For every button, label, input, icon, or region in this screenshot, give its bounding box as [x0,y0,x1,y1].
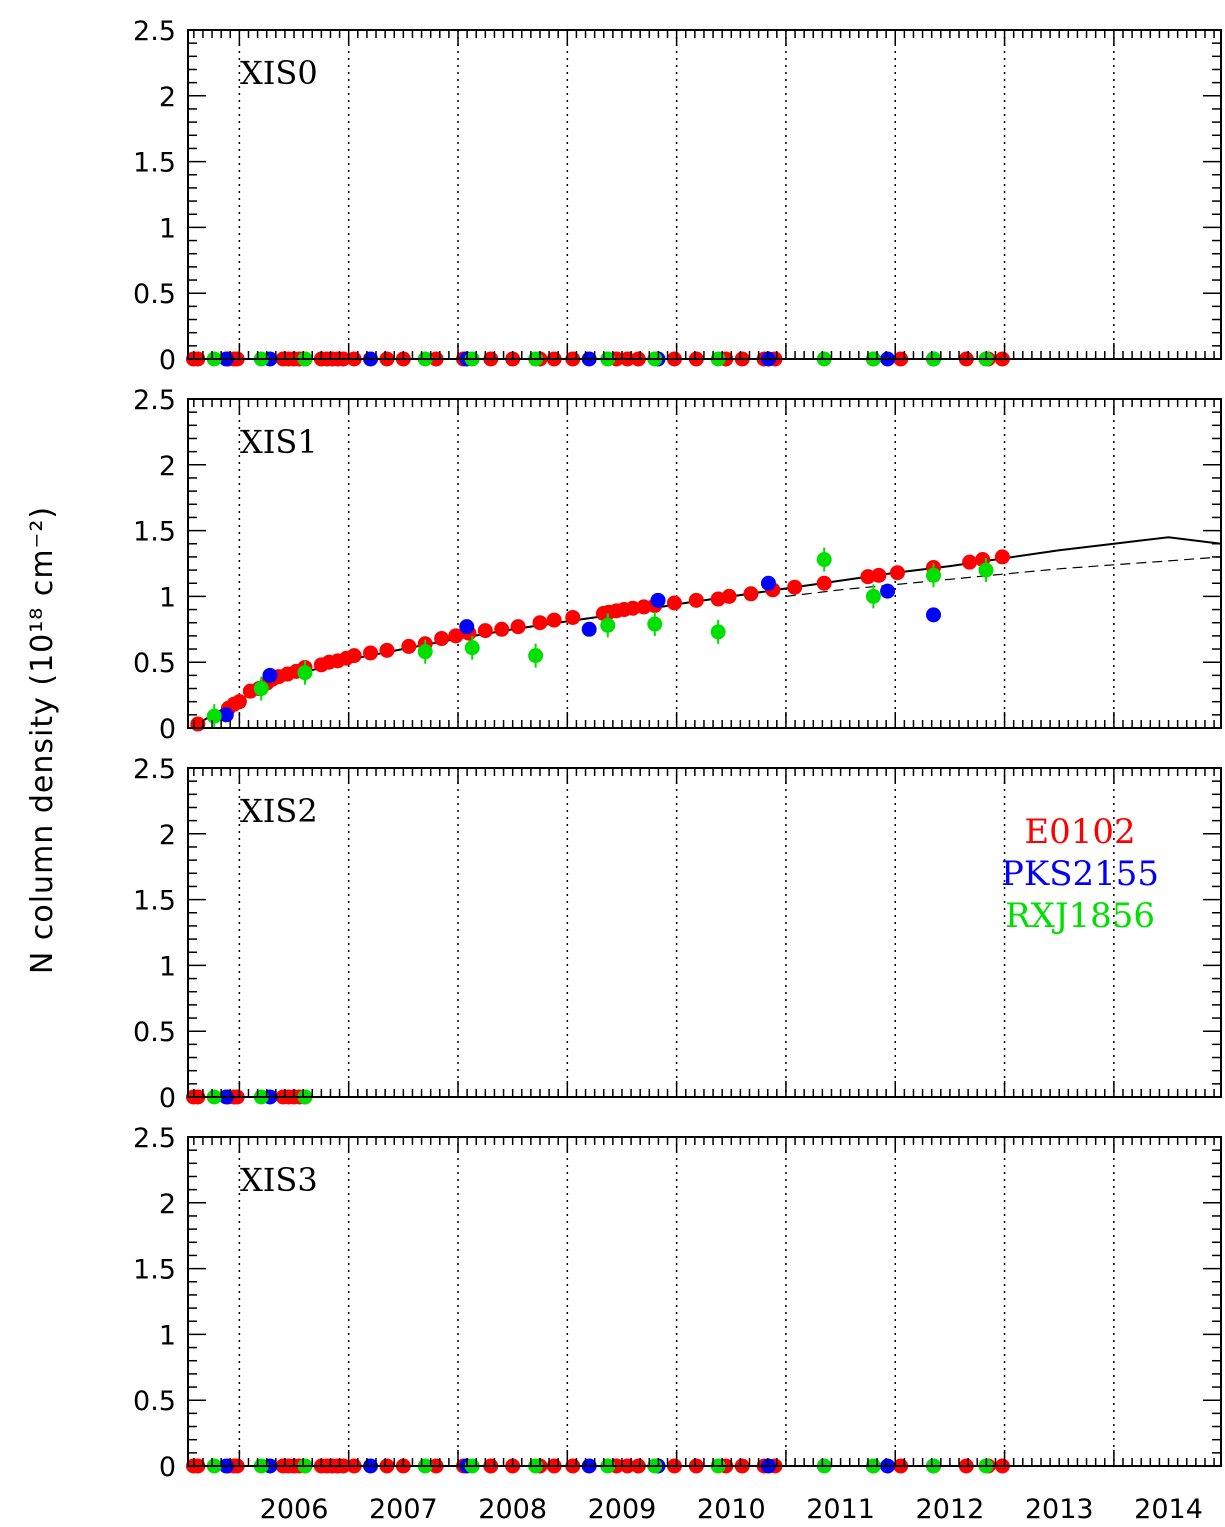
x-tick-label: 2011 [806,1494,875,1525]
data-point-pks2155 [581,621,597,637]
data-point-e0102 [787,579,803,595]
grid-lines [238,30,1115,1466]
data-point-e0102 [962,554,978,570]
data-point-e0102 [379,642,395,658]
y-tick-label: 1 [159,951,176,982]
data-point-e0102 [532,615,548,631]
x-tick-label: 2012 [916,1494,985,1525]
data-point-rxj1856 [978,562,994,578]
labels: 0 0.5 1 1.5 2 2.5 XIS0 0 0.5 1 1.5 2 2.5 XIS1 0 0.5 1 1.5… [25,16,1203,1525]
data-point-rxj1856 [206,708,222,724]
data-point-e0102 [510,619,526,635]
data-point-e0102 [688,592,704,608]
data-point-pks2155 [459,619,475,635]
data-point-pks2155 [880,583,896,599]
y-tick-label: 0.5 [133,648,176,679]
panel-frames [187,29,1222,1467]
data-point-e0102 [871,567,887,583]
y-tick-label: 2 [159,820,176,851]
y-tick-label: 1 [159,213,176,244]
data-point-rxj1856 [464,640,480,656]
fit-line-dashed [785,556,1222,597]
data-point-rxj1856 [865,588,881,604]
y-tick-label: 2.5 [133,385,176,416]
data-point-e0102 [636,599,652,615]
data-point-rxj1856 [600,617,616,633]
fit-lines [189,536,1222,729]
y-tick-label: 2 [159,1189,176,1220]
y-tick-label: 0 [159,714,176,745]
data-point-e0102 [401,638,417,654]
data-point-e0102 [448,628,464,644]
data-point-pks2155 [218,707,234,723]
panel-label: XIS0 [240,54,318,92]
x-tick-label: 2013 [1025,1494,1094,1525]
data-point-rxj1856 [647,616,663,632]
y-tick-label: 2 [159,82,176,113]
y-tick-label: 2 [159,451,176,482]
y-tick-label: 1.5 [133,517,176,548]
panel-frame [187,398,1222,729]
y-tick-label: 2.5 [133,1123,176,1154]
x-tick-label: 2007 [369,1494,438,1525]
y-tick-label: 2.5 [133,754,176,785]
data-point-rxj1856 [816,552,832,568]
data-points [185,351,1010,1474]
data-point-e0102 [666,595,682,611]
y-tick-label: 0 [159,1452,176,1483]
data-point-pks2155 [262,667,278,683]
data-point-rxj1856 [926,567,942,583]
data-point-rxj1856 [710,624,726,640]
data-point-e0102 [434,631,450,647]
data-point-e0102 [889,565,905,581]
y-tick-label: 0 [159,1083,176,1114]
panel-frame [187,1136,1222,1467]
data-point-rxj1856 [297,665,313,681]
legend-entry: PKS2155 [1001,854,1159,894]
fit-line-solid [189,536,1222,729]
y-tick-label: 1.5 [133,886,176,917]
data-point-rxj1856 [253,681,269,697]
y-tick-label: 0 [159,345,176,376]
data-point-rxj1856 [528,648,544,664]
y-tick-label: 1 [159,1320,176,1351]
data-point-rxj1856 [417,644,433,660]
data-point-e0102 [743,586,759,602]
data-point-e0102 [231,694,247,710]
y-tick-label: 1 [159,582,176,613]
data-point-pks2155 [760,575,776,591]
data-point-e0102 [565,609,581,625]
panel-frame [187,29,1222,360]
y-tick-label: 0.5 [133,279,176,310]
data-point-e0102 [625,600,641,616]
panel-label: XIS3 [240,1161,318,1199]
data-point-e0102 [494,621,510,637]
panel-label: XIS2 [240,792,318,830]
data-point-e0102 [477,623,493,639]
y-tick-label: 0.5 [133,1017,176,1048]
data-point-pks2155 [650,592,666,608]
legend-entry: E0102 [1024,812,1135,852]
x-tick-label: 2008 [478,1494,547,1525]
x-tick-label: 2006 [260,1494,329,1525]
x-tick-label: 2010 [697,1494,766,1525]
data-point-e0102 [363,645,379,661]
x-tick-label: 2009 [588,1494,657,1525]
data-point-e0102 [721,588,737,604]
data-point-pks2155 [926,607,942,623]
data-point-e0102 [860,569,876,585]
data-point-e0102 [816,575,832,591]
legend-entry: RXJ1856 [1005,896,1155,936]
y-tick-label: 0.5 [133,1386,176,1417]
y-axis-title: N column density (10¹⁸ cm⁻²) [25,506,60,974]
data-point-e0102 [346,648,362,664]
data-point-e0102 [994,549,1010,565]
y-tick-label: 1.5 [133,1255,176,1286]
x-tick-label: 2014 [1134,1494,1203,1525]
y-tick-label: 2.5 [133,16,176,47]
data-point-e0102 [546,612,562,628]
panel-label: XIS1 [240,423,318,461]
y-tick-label: 1.5 [133,148,176,179]
